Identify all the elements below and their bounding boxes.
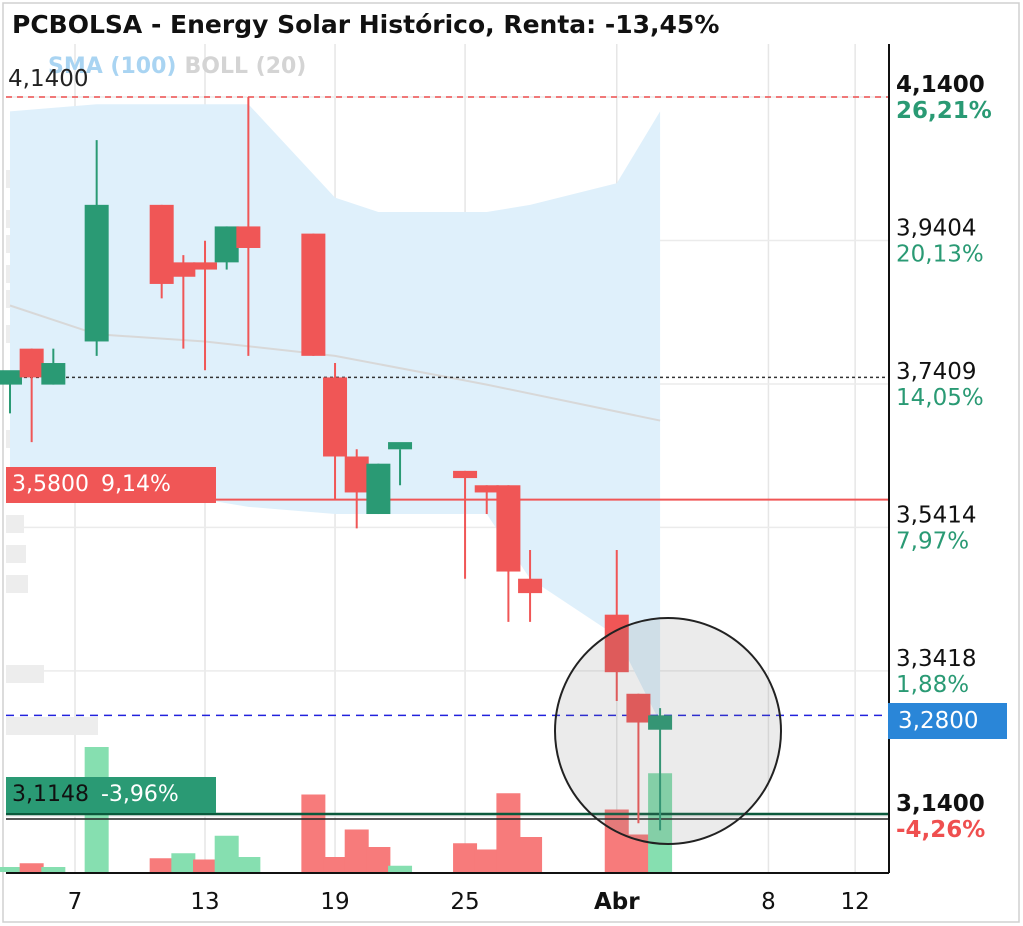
candle-body xyxy=(149,204,174,284)
volume-bar xyxy=(388,865,413,872)
candle-body xyxy=(474,485,499,493)
y-tick-pct: -4,26% xyxy=(896,817,985,843)
x-tick-label: 12 xyxy=(840,889,869,915)
candle-body xyxy=(366,463,391,515)
volume-bar xyxy=(236,857,261,872)
highlight-circle xyxy=(554,617,782,845)
volume-bar xyxy=(518,837,543,872)
indicator-legend[interactable]: SMA (100) BOLL (20) xyxy=(48,54,306,79)
y-tick-pct: 14,05% xyxy=(896,385,984,411)
x-tick-label: Abr xyxy=(594,889,640,915)
candle-body xyxy=(236,226,261,248)
volume-profile-bar xyxy=(6,545,26,563)
volume-bar xyxy=(301,794,326,872)
max-marker-label: 4,1400 xyxy=(8,66,89,92)
candle-body xyxy=(453,470,478,479)
candle-body xyxy=(323,377,348,457)
volume-bar xyxy=(41,867,66,872)
volume-bar xyxy=(344,829,369,872)
volume-bar xyxy=(149,858,174,872)
candle-body xyxy=(496,485,521,572)
y-tick-price: 3,3418 xyxy=(896,646,976,672)
candle-body xyxy=(604,614,629,673)
y-tick-price: 3,1400 xyxy=(896,791,985,817)
volume-profile-bar xyxy=(6,717,98,735)
period-low-price: 3,1148 xyxy=(12,782,89,807)
candle-body xyxy=(626,693,651,723)
volume-profile-bar xyxy=(6,575,28,593)
volume-bar xyxy=(171,853,196,872)
candle-body xyxy=(171,262,196,277)
volume-profile-bar xyxy=(6,515,24,533)
sma-line xyxy=(9,304,661,422)
volume-bar xyxy=(19,863,44,872)
candle-body xyxy=(214,226,239,263)
y-tick-price: 3,9404 xyxy=(896,216,976,242)
y-tick-pct: 20,13% xyxy=(896,242,984,268)
volume-bar xyxy=(496,793,521,872)
period-high-price: 3,5800 xyxy=(12,472,89,497)
candle-body xyxy=(344,456,369,493)
x-tick-label: 13 xyxy=(190,889,219,915)
period-low-pct: -3,96% xyxy=(100,782,179,807)
candle-body xyxy=(0,370,22,385)
volume-bar xyxy=(323,857,348,872)
volume-bar xyxy=(604,809,629,872)
x-tick-label: 25 xyxy=(450,889,479,915)
period-high-tag: 3,5800 9,14% xyxy=(6,467,216,503)
y-tick-price: 3,7409 xyxy=(896,359,976,385)
y-tick-price: 4,1400 xyxy=(896,72,985,98)
period-high-pct: 9,14% xyxy=(100,472,171,497)
current-price-tag: 3,2800 xyxy=(888,703,1007,739)
candle-body xyxy=(301,233,326,356)
candle-body xyxy=(41,363,66,385)
y-tick-pct: 7,97% xyxy=(896,528,969,554)
candle-body xyxy=(84,204,109,342)
candle-body xyxy=(518,578,543,594)
x-tick-label: 7 xyxy=(68,889,83,915)
candle-body xyxy=(648,715,673,730)
x-tick-label: 19 xyxy=(320,889,349,915)
volume-bar xyxy=(0,867,22,872)
volume-bar xyxy=(453,843,478,872)
volume-bar xyxy=(474,849,499,872)
volume-bar xyxy=(214,835,239,872)
candle-body xyxy=(19,348,44,378)
volume-bar xyxy=(366,847,391,872)
volume-bar xyxy=(193,859,218,872)
y-tick-pct: 1,88% xyxy=(896,672,969,698)
candle-body xyxy=(388,442,413,450)
y-tick-pct: 26,21% xyxy=(896,98,992,124)
boll-legend[interactable]: BOLL (20) xyxy=(184,54,307,79)
chart-title: PCBOLSA - Energy Solar Histórico, Renta:… xyxy=(6,6,890,44)
candle-body xyxy=(193,262,218,270)
x-tick-label: 8 xyxy=(761,889,776,915)
y-tick-price: 3,5414 xyxy=(896,502,976,528)
volume-profile-bar xyxy=(6,665,44,683)
sma-legend[interactable]: SMA (100) xyxy=(48,54,177,79)
period-low-tag: 3,1148 -3,96% xyxy=(6,777,216,813)
